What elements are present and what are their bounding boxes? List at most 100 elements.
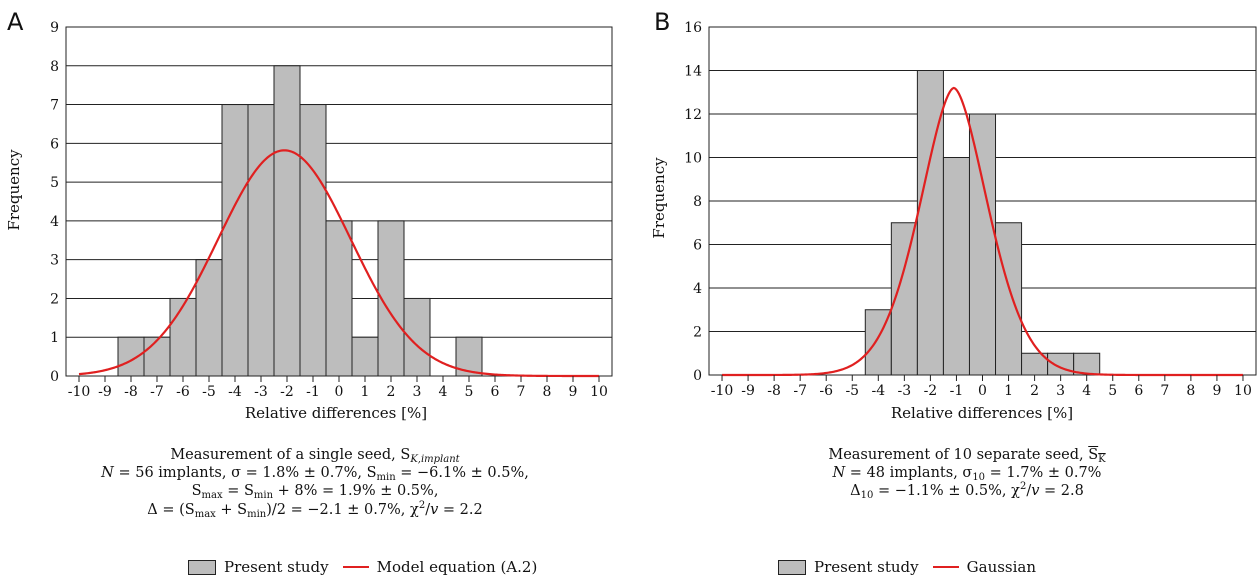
x-tick-label-b-19: 9: [1212, 383, 1221, 399]
fit-curve-a: [78, 149, 599, 378]
y-tick-label-a-7: 7: [50, 98, 59, 114]
histogram-bar-b-3: [942, 157, 970, 376]
y-tick-label-b-7: 14: [684, 64, 702, 80]
legend-a-line-swatch: [342, 566, 369, 568]
histogram-bar-a-1: [143, 336, 171, 377]
histogram-bar-a-2: [169, 297, 197, 377]
x-tick-label-b-11: 1: [1004, 383, 1013, 399]
histogram-bar-a-9: [351, 336, 379, 377]
x-tick-label-b-1: -9: [741, 383, 755, 399]
x-tick-label-a-8: -2: [280, 384, 294, 400]
x-tick-label-b-10: 0: [978, 383, 987, 399]
x-tick-label-a-11: 1: [361, 384, 370, 400]
caption-a-line1: Measurement of a single seed, SK,implant: [170, 447, 460, 465]
y-tick-label-b-5: 10: [684, 151, 702, 167]
y-axis-title-a: Frequency: [5, 149, 23, 231]
caption-a-line2: N = 56 implants, σ = 1.8% ± 0.7%, Smin =…: [101, 465, 529, 483]
x-tick-label-b-20: 10: [1234, 383, 1252, 399]
x-tick-label-a-19: 9: [569, 384, 578, 400]
y-tick-label-a-9: 9: [50, 20, 59, 36]
x-tick-label-b-4: -6: [819, 383, 833, 399]
x-tick-label-a-17: 7: [517, 384, 526, 400]
x-tick-label-a-10: 0: [335, 384, 344, 400]
caption-b-line3: Δ10 = −1.1% ± 0.5%, χ2/v = 2.8: [850, 481, 1084, 501]
y-tick-label-b-3: 6: [693, 238, 702, 254]
legend-a-bar-label: Present study: [224, 558, 329, 576]
x-tick-label-a-3: -7: [150, 384, 164, 400]
x-tick-label-a-9: -1: [306, 384, 320, 400]
y-tick-label-a-2: 2: [50, 291, 59, 307]
y-tick-label-b-4: 8: [693, 194, 702, 210]
x-tick-label-b-5: -5: [845, 383, 859, 399]
x-tick-label-a-2: -8: [124, 384, 138, 400]
caption-a-line4: Δ = (Smax + Smin)/2 = −2.1 ± 0.7%, χ2/v …: [147, 500, 483, 520]
x-axis-title-a: Relative differences [%]: [245, 404, 427, 422]
x-tick-label-a-20: 10: [590, 384, 608, 400]
histogram-bar-a-8: [325, 220, 353, 377]
panel-label-b: B: [654, 8, 670, 36]
y-tick-label-a-1: 1: [50, 330, 59, 346]
x-tick-label-b-17: 7: [1160, 383, 1169, 399]
y-tick-label-a-0: 0: [50, 369, 59, 385]
histogram-bar-a-5: [247, 104, 275, 377]
x-tick-label-b-8: -2: [924, 383, 938, 399]
caption-b-line2: N = 48 implants, σ10 = 1.7% ± 0.7%: [832, 465, 1102, 483]
caption-a-line3: Smax = Smin + 8% = 1.9% ± 0.5%,: [191, 483, 439, 501]
x-tick-label-a-16: 6: [491, 384, 500, 400]
x-tick-label-a-12: 2: [387, 384, 396, 400]
y-tick-label-b-1: 2: [693, 325, 702, 341]
histogram-bar-b-5: [995, 222, 1023, 376]
x-tick-label-a-0: -10: [68, 384, 91, 400]
histogram-bar-b-4: [968, 113, 997, 376]
x-tick-label-b-0: -10: [711, 383, 734, 399]
legend-a-bar-swatch: [188, 559, 216, 575]
x-axis-title-b: Relative differences [%]: [891, 404, 1073, 422]
x-tick-label-b-12: 2: [1030, 383, 1039, 399]
panel-label-a: A: [7, 8, 24, 36]
legend-a: Present study Model equation (A.2): [188, 558, 537, 576]
legend-b-bar-swatch: [778, 559, 806, 575]
histogram-bar-a-0: [117, 336, 145, 377]
x-tick-label-b-18: 8: [1186, 383, 1195, 399]
x-tick-label-a-4: -6: [176, 384, 190, 400]
y-tick-label-b-2: 4: [693, 281, 702, 297]
x-tick-label-a-1: -9: [98, 384, 112, 400]
histogram-bar-b-2: [916, 70, 944, 376]
histogram-bar-a-4: [221, 104, 249, 377]
panel-b: -10 -9 -8 -7 -6 -5 -4 -3 -2 -1 0 1 2 3 4 5 6 7 8 9 10 0 2 4 6 8 10…: [630, 0, 1260, 585]
caption-b-line1: Measurement of 10 separate seed, SK: [828, 447, 1106, 465]
legend-b-bar-label: Present study: [814, 558, 919, 576]
y-tick-label-b-0: 0: [693, 368, 702, 384]
panel-a: -10 -9 -8 -7 -6 -5 -4 -3 -2 -1 0 1 2 3 4 5 6 7 8 9 10 0 1 2 3 4 5 6…: [5, 8, 613, 576]
fit-curve-b: [722, 86, 1243, 377]
x-tick-label-a-6: -4: [228, 384, 242, 400]
x-tick-label-a-7: -3: [254, 384, 268, 400]
y-axis-title-b: Frequency: [650, 157, 668, 239]
histogram-a: -10 -9 -8 -7 -6 -5 -4 -3 -2 -1 0 1 2 3 4 5 6 7 8 9 100123456…: [5, 8, 613, 422]
x-tick-label-a-13: 3: [413, 384, 422, 400]
x-tick-label-a-15: 5: [465, 384, 474, 400]
x-tick-label-a-18: 8: [543, 384, 552, 400]
x-tick-label-a-5: -5: [202, 384, 216, 400]
y-tick-label-a-4: 4: [50, 214, 59, 230]
x-tick-label-a-14: 4: [439, 384, 448, 400]
histogram-b: -10 -9 -8 -7 -6 -5 -4 -3 -2 -1 0 1 2 3 4 5 6 7 8 9 100246810…: [650, 8, 1257, 422]
x-tick-label-b-13: 3: [1056, 383, 1065, 399]
x-tick-label-b-6: -4: [871, 383, 885, 399]
x-tick-label-b-7: -3: [898, 383, 912, 399]
y-tick-label-a-8: 8: [50, 59, 59, 75]
y-tick-label-a-5: 5: [50, 175, 59, 191]
x-tick-label-b-14: 4: [1082, 383, 1091, 399]
y-tick-label-a-6: 6: [50, 136, 59, 152]
histogram-bar-a-6: [273, 65, 301, 377]
y-tick-label-b-6: 12: [684, 107, 702, 123]
x-tick-label-b-2: -8: [767, 383, 781, 399]
legend-b-line-swatch: [932, 566, 959, 568]
x-tick-label-b-9: -1: [950, 383, 964, 399]
x-tick-label-b-3: -7: [793, 383, 807, 399]
y-tick-label-a-3: 3: [50, 253, 59, 269]
legend-b-line-label: Gaussian: [966, 558, 1037, 576]
legend-b: Present study Gaussian: [778, 558, 1036, 576]
x-tick-label-b-16: 6: [1134, 383, 1143, 399]
x-tick-label-b-15: 5: [1108, 383, 1117, 399]
